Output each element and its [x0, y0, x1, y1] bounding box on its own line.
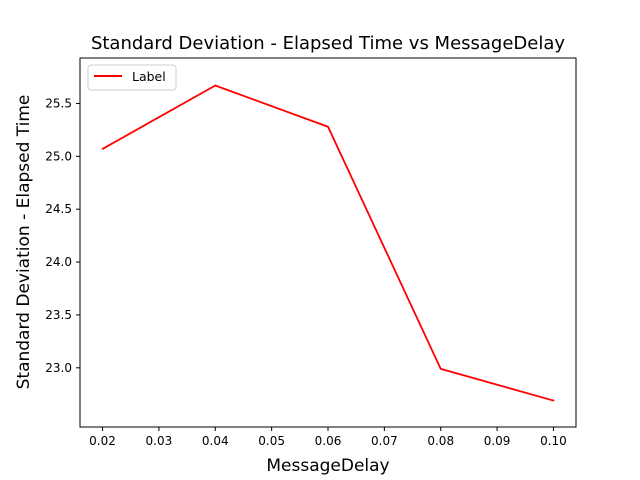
x-tick-label: 0.07: [371, 434, 398, 448]
x-axis-ticks: 0.02 0.03 0.04 0.05 0.06 0.07 0.08 0.09 0.10: [89, 427, 567, 448]
y-tick-label: 24.0: [45, 255, 72, 269]
y-axis-ticks: 23.0 23.5 24.0 24.5 25.0 25.5: [45, 96, 80, 375]
data-point: [439, 367, 442, 370]
y-tick-label: 23.5: [45, 308, 72, 322]
y-tick-label: 24.5: [45, 202, 72, 216]
x-tick-label: 0.10: [540, 434, 567, 448]
data-point: [552, 399, 555, 402]
chart-title: Standard Deviation - Elapsed Time vs Mes…: [91, 33, 565, 54]
y-tick-label: 23.0: [45, 361, 72, 375]
y-tick-label: 25.0: [45, 149, 72, 163]
series-layer: [101, 84, 555, 402]
y-tick-label: 25.5: [45, 96, 72, 110]
data-point: [101, 148, 104, 150]
legend: Label: [87, 64, 177, 91]
x-tick-label: 0.02: [89, 434, 116, 448]
x-tick-label: 0.09: [484, 434, 511, 448]
data-point: [327, 125, 329, 128]
y-axis-label: Standard Deviation - Elapsed Time: [14, 95, 34, 390]
x-tick-label: 0.08: [427, 434, 454, 448]
legend-label: Label: [132, 69, 166, 84]
x-tick-label: 0.03: [146, 434, 173, 448]
x-tick-label: 0.05: [258, 434, 285, 448]
data-point: [214, 84, 217, 87]
x-tick-label: 0.06: [315, 434, 342, 448]
x-tick-label: 0.04: [202, 434, 229, 448]
x-axis-label: MessageDelay: [266, 456, 389, 476]
legend-box: [87, 64, 177, 91]
